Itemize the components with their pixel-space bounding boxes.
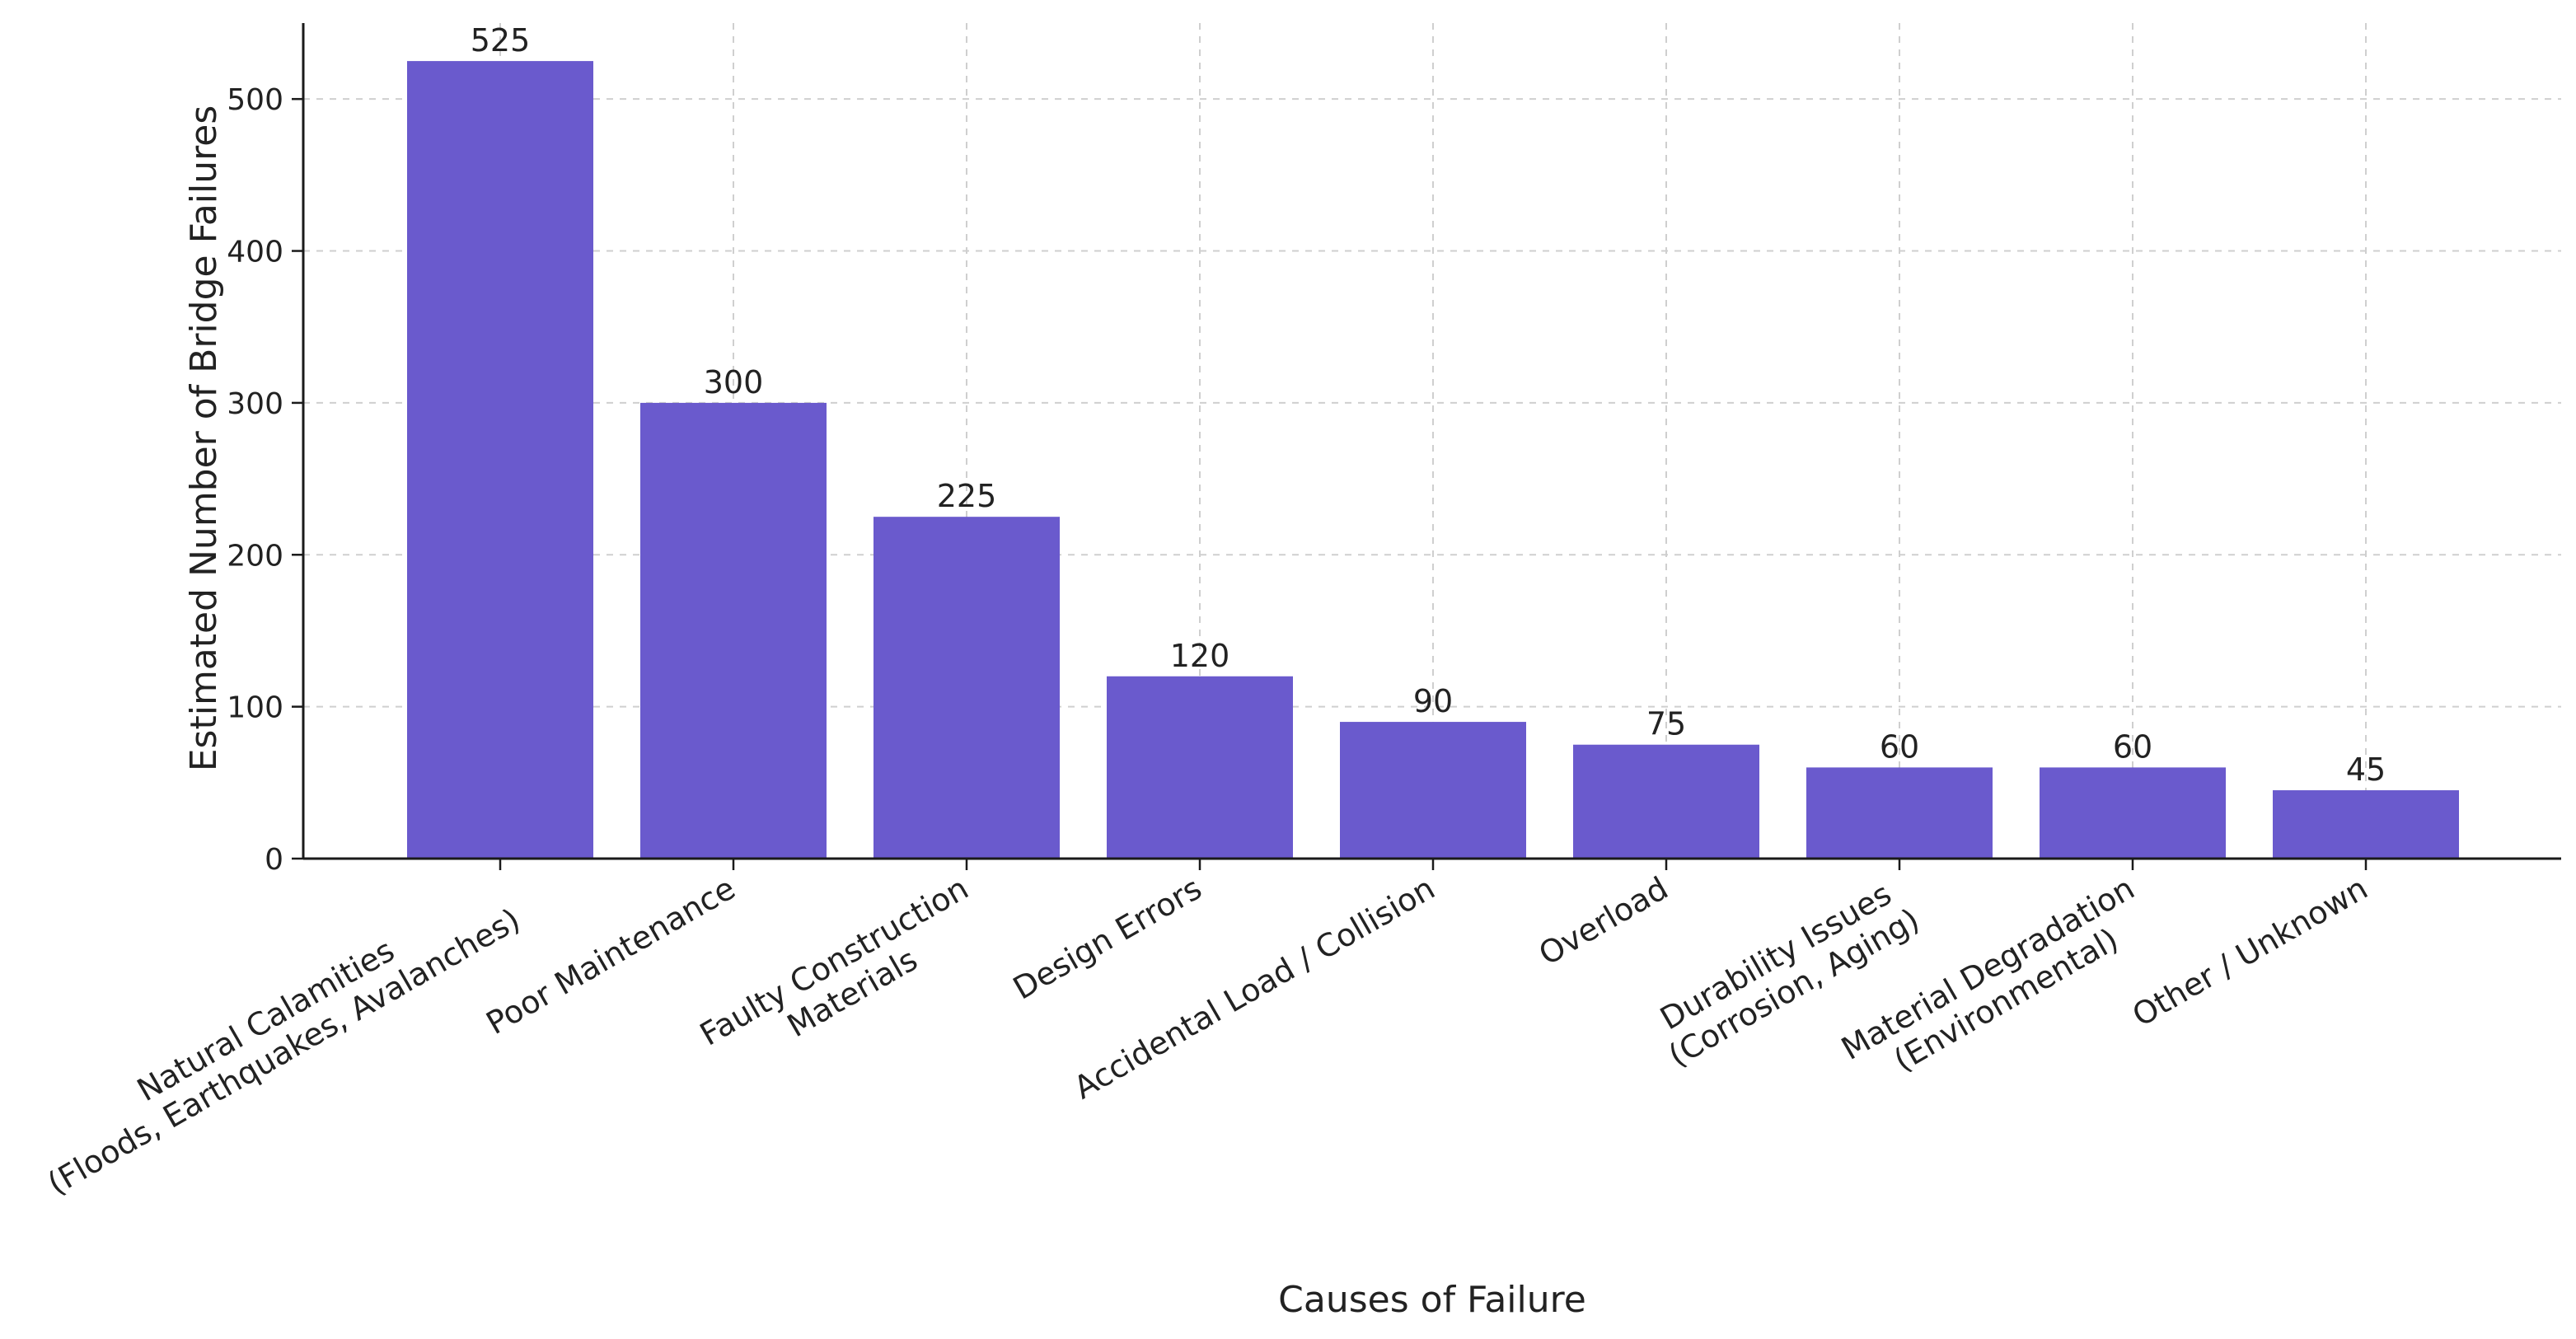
bar-value-label-2: 225 <box>937 478 997 514</box>
bar-value-label-7: 60 <box>2113 728 2152 765</box>
x-axis-title: Causes of Failure <box>1278 1279 1586 1321</box>
bar-value-label-4: 90 <box>1413 683 1453 719</box>
y-tick-label-4: 400 <box>227 236 283 269</box>
bar-value-label-8: 45 <box>2346 751 2386 788</box>
bar-value-label-0: 525 <box>471 22 531 59</box>
axis-layer <box>292 23 2561 870</box>
bar-7 <box>2040 767 2226 859</box>
y-tick-label-5: 500 <box>227 83 283 117</box>
y-tick-label-3: 300 <box>227 387 283 421</box>
y-tick-label-0: 0 <box>265 843 283 877</box>
x-tick-label-5: Overload <box>1533 870 1674 972</box>
y-axis-title: Estimated Number of Bridge Failures <box>183 105 225 772</box>
bar-value-label-6: 60 <box>1880 728 1919 765</box>
bar-3 <box>1107 676 1293 859</box>
bar-0 <box>407 61 593 859</box>
x-tick-label-5-line-0: Overload <box>1533 870 1674 972</box>
bar-6 <box>1806 767 1993 859</box>
x-tick-label-0: Natural Calamities(Floods, Earthquakes, … <box>23 870 526 1202</box>
x-tick-label-3-line-0: Design Errors <box>1007 870 1207 1007</box>
label-layer: 525 300 225 120 90 75 60 60 45 0 100 200 300 400 500 Na… <box>23 22 2386 1202</box>
bar-5 <box>1573 744 1759 859</box>
x-tick-label-3: Design Errors <box>1007 870 1207 1007</box>
bar-1 <box>640 402 827 859</box>
bar-8 <box>2273 790 2459 859</box>
y-tick-label-1: 100 <box>227 691 283 725</box>
x-tick-label-4: Accidental Load / Collision <box>1068 870 1441 1107</box>
x-tick-label-8-line-0: Other / Unknown <box>2126 870 2373 1034</box>
bar-4 <box>1340 722 1526 859</box>
bar-2 <box>873 517 1060 859</box>
bar-value-label-3: 120 <box>1170 638 1230 674</box>
bar-value-label-1: 300 <box>704 364 764 400</box>
x-tick-label-4-line-0: Accidental Load / Collision <box>1068 870 1441 1107</box>
x-tick-label-8: Other / Unknown <box>2126 870 2373 1034</box>
bar-value-label-5: 75 <box>1646 706 1686 742</box>
x-tick-label-0-line-1: (Floods, Earthquakes, Avalanches) <box>41 901 526 1202</box>
bar-layer <box>407 61 2459 859</box>
y-tick-label-2: 200 <box>227 539 283 573</box>
